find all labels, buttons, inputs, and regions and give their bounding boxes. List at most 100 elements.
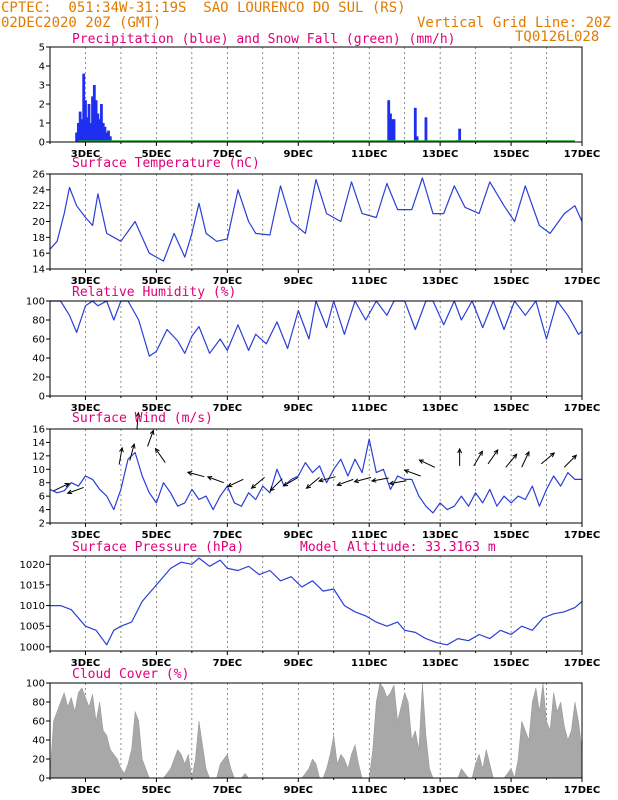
wind-arrow-head (149, 429, 155, 436)
wind-arrow (306, 476, 320, 489)
y-tick-label: 6 (39, 492, 45, 503)
x-tick-label: 11DEC (351, 785, 387, 796)
wind-arrow-head (226, 482, 233, 488)
x-tick-label: 17DEC (564, 530, 600, 541)
y-tick-label: 40 (32, 354, 45, 365)
precip-bar (390, 119, 394, 142)
wind-arrow-head (135, 411, 141, 418)
wind-arrow (129, 444, 135, 461)
precip-bar (107, 130, 110, 142)
wind-arrow (389, 480, 407, 485)
precip-bar (392, 119, 396, 142)
x-tick-label: 7DEC (213, 785, 242, 796)
precip-bar (91, 96, 94, 142)
x-tick-label: 13DEC (422, 785, 458, 796)
y-tick-label: 16 (32, 249, 45, 260)
temperature-line (49, 177, 583, 262)
wind-arrow (521, 451, 530, 468)
run-time: 02DEC2020 20Z (GMT) (1, 15, 162, 31)
precip-bar (98, 119, 102, 142)
precip-bar (108, 136, 112, 142)
wind-arrow-head (457, 447, 463, 454)
x-tick-label: 15DEC (493, 276, 529, 287)
y-tick-label: 1010 (20, 601, 45, 612)
precip-bar (458, 128, 462, 142)
x-tick-label: 3DEC (71, 149, 100, 160)
wind-line (49, 438, 582, 514)
x-tick-label: 7DEC (213, 149, 242, 160)
y-tick-label: 20 (32, 755, 45, 766)
wind-arrow (53, 483, 70, 492)
precip-bar (387, 100, 391, 142)
y-tick-label: 4 (39, 505, 45, 516)
wind-arrow (371, 477, 389, 482)
y-tick-label: 22 (32, 201, 45, 212)
wind-arrow-head (317, 477, 324, 483)
wind-arrow (354, 476, 372, 483)
x-tick-label: 15DEC (493, 149, 529, 160)
wind-arrow (505, 453, 518, 468)
wind-arrow (283, 476, 299, 487)
x-tick-label: 5DEC (142, 276, 171, 287)
y-tick-label: 14 (32, 265, 45, 276)
y-tick-label: 10 (32, 465, 45, 476)
y-tick-label: 1005 (20, 622, 45, 633)
wind-arrow-head (353, 478, 360, 484)
x-tick-label: 9DEC (284, 658, 313, 669)
wind-arrow-head (130, 443, 136, 449)
wind-arrow (155, 448, 166, 463)
wind-arrow-head (549, 452, 556, 458)
y-tick-label: 8 (39, 478, 45, 489)
wind-arrow (318, 476, 336, 482)
precip-bar (84, 100, 87, 142)
pressure-line (50, 557, 583, 646)
y-tick-label: 2 (39, 100, 45, 111)
x-tick-label: 5DEC (142, 403, 171, 414)
y-tick-label: 60 (32, 717, 45, 728)
y-tick-label: 80 (32, 698, 45, 709)
humidity-panel: 0 20 40 60 80 100 3DEC 5DEC 7DEC 9DEC 11DEC 13DEC 15… (26, 285, 600, 414)
y-tick-label: 24 (32, 185, 45, 196)
wind-arrow-head (186, 470, 193, 476)
x-tick-label: 17DEC (564, 149, 600, 160)
x-tick-label: 3DEC (71, 658, 100, 669)
x-tick-label: 17DEC (564, 403, 600, 414)
x-tick-label: 5DEC (142, 149, 171, 160)
x-tick-label: 17DEC (564, 785, 600, 796)
wind-arrow (227, 478, 244, 487)
precip-bar (96, 113, 100, 142)
x-tick-label: 3DEC (71, 530, 100, 541)
cloud-cover-area (49, 682, 583, 779)
y-tick-label: 80 (32, 316, 45, 327)
precip-bar (76, 123, 80, 142)
wind-title: Surface Wind (m/s) (72, 411, 213, 426)
wind-arrow-head (282, 481, 289, 487)
wind-arrow-head (336, 481, 342, 487)
x-tick-label: 7DEC (213, 530, 242, 541)
wind-arrow-head (478, 450, 483, 456)
wind-arrow-head (64, 483, 70, 488)
x-tick-label: 15DEC (493, 785, 529, 796)
y-tick-label: 1020 (20, 560, 45, 571)
wind-arrow-head (418, 459, 424, 464)
vertical-grid-line-note: Vertical Grid Line: 20Z (417, 15, 611, 31)
precip-bar (424, 117, 428, 142)
y-tick-label: 16 (32, 425, 45, 436)
x-tick-label: 5DEC (142, 785, 171, 796)
wind-arrow (207, 476, 224, 484)
wind-arrow-head (250, 483, 257, 490)
wind-arrow-head (493, 449, 499, 455)
wind-arrow-head (269, 486, 275, 492)
precip-bar (75, 132, 78, 142)
wind-arrow-head (206, 475, 213, 481)
plot-frame (49, 46, 583, 143)
wind-arrow (487, 449, 499, 465)
pressure-panel: 1000 1005 1010 1015 1020 3DEC 5DEC 7DEC 9DEC 11DE… (20, 540, 601, 669)
precip-bar (78, 111, 82, 142)
x-tick-label: 15DEC (493, 530, 529, 541)
wind-arrow (419, 459, 436, 468)
pressure-title: Surface Pressure (hPa) (72, 540, 244, 555)
x-tick-label: 9DEC (284, 276, 313, 287)
x-tick-label: 17DEC (564, 276, 600, 287)
